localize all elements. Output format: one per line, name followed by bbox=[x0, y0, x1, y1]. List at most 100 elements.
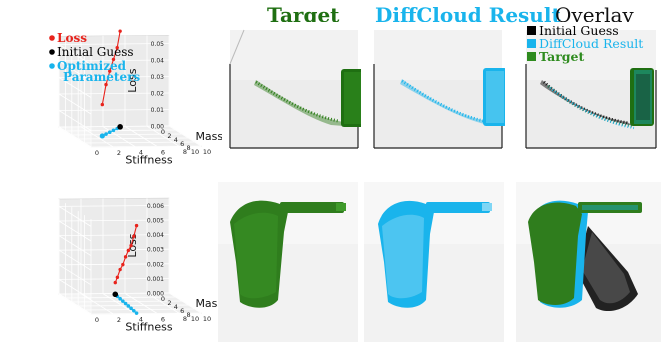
overlay-legend: Initial Guess DiffCloud Result Target bbox=[527, 24, 643, 63]
legend-label: Initial Guess bbox=[57, 45, 134, 59]
mass-tick-label: 2 bbox=[167, 299, 171, 307]
grid-line bbox=[58, 205, 170, 207]
loss-point bbox=[113, 280, 117, 285]
grid-line bbox=[58, 92, 170, 95]
grid-line bbox=[102, 126, 136, 147]
legend-label: Loss bbox=[57, 31, 87, 45]
optimized-parameters-point bbox=[111, 128, 116, 133]
stiffness-tick-label: 6 bbox=[161, 315, 165, 323]
loss-line bbox=[101, 31, 121, 105]
grid-line bbox=[58, 219, 170, 222]
mass-tick-label: 8 bbox=[187, 144, 191, 152]
grid-line bbox=[84, 308, 195, 311]
loss-chart-top: 0.000.010.020.030.040.050 2 4 6 8 100 2 4 6 8 10Ma… bbox=[49, 29, 222, 167]
mass-tick-label: 6 bbox=[180, 307, 184, 315]
legend-label-line: Optimized bbox=[57, 59, 127, 73]
loss-axis-label: Loss bbox=[126, 68, 139, 92]
initial-guess-point bbox=[112, 291, 119, 298]
loss-tick-label: 0.000 bbox=[147, 291, 164, 298]
top-target-render bbox=[226, 22, 361, 152]
grid-line bbox=[71, 133, 182, 136]
optimized-parameters-point bbox=[126, 304, 131, 308]
loss-point bbox=[100, 102, 105, 107]
top-result-render bbox=[370, 22, 505, 152]
legend-label-diffcloud-result: DiffCloud Result bbox=[539, 36, 644, 51]
legend-label-line: Parameters bbox=[63, 70, 140, 84]
grid-line bbox=[80, 126, 114, 148]
grid-line bbox=[58, 234, 170, 236]
bottom-target-render bbox=[218, 182, 358, 342]
grid-line bbox=[58, 279, 92, 300]
grid-line bbox=[146, 292, 180, 314]
grid-line bbox=[78, 137, 189, 140]
mass-tick-label: 0 bbox=[161, 295, 165, 303]
loss-point bbox=[118, 29, 122, 33]
loss-tick-label: 0.006 bbox=[147, 203, 164, 210]
mass-tick-label: 2 bbox=[167, 132, 171, 140]
loss-point bbox=[132, 234, 136, 239]
stiffness-tick-label: 6 bbox=[161, 148, 165, 156]
loss-point bbox=[115, 275, 120, 280]
legend-label-target: Target bbox=[539, 49, 585, 64]
grid-line bbox=[58, 77, 92, 98]
loss-tick-label: 0.004 bbox=[147, 232, 164, 239]
loss-tick-label: 0.001 bbox=[147, 276, 164, 283]
grid-line bbox=[58, 60, 92, 82]
stiffness-tick-label: 2 bbox=[117, 316, 121, 324]
legend-swatch bbox=[527, 39, 536, 48]
loss-tick-label: 0.04 bbox=[151, 58, 165, 65]
stiffness-tick-label: 10 bbox=[203, 148, 211, 156]
loss-point bbox=[115, 45, 119, 50]
grid-line bbox=[78, 304, 189, 307]
optimized-parameters-point bbox=[118, 296, 122, 301]
loss-point bbox=[108, 69, 112, 73]
optimized-parameters-point bbox=[134, 311, 139, 315]
grid-line bbox=[71, 300, 182, 303]
grid-line bbox=[58, 93, 92, 115]
loss-point bbox=[111, 57, 116, 62]
mass-tick-label: 8 bbox=[187, 311, 191, 319]
optimized-parameters-point bbox=[132, 308, 136, 313]
loss-point bbox=[118, 267, 122, 272]
mass-axis-label: Mass bbox=[195, 297, 222, 310]
loss-point bbox=[121, 262, 125, 267]
loss-tick-label: 0.03 bbox=[151, 74, 165, 81]
mass-tick-label: 10 bbox=[191, 315, 199, 323]
stiffness-axis-label: Stiffness bbox=[125, 321, 172, 334]
legend-marker bbox=[49, 63, 55, 69]
grid-line bbox=[58, 278, 170, 280]
legend-marker bbox=[49, 49, 55, 55]
grid-line bbox=[58, 206, 92, 227]
mass-tick-label: 4 bbox=[174, 303, 178, 311]
legend-swatch bbox=[527, 52, 536, 61]
mass-tick-label: 0 bbox=[161, 128, 165, 136]
loss-tick-label: 0.02 bbox=[151, 91, 165, 98]
grid-line bbox=[58, 263, 170, 266]
loss-tick-label: 0.003 bbox=[147, 247, 164, 254]
stiffness-tick-label: 10 bbox=[203, 315, 211, 323]
loss-tick-label: 0.005 bbox=[147, 218, 164, 225]
mass-tick-label: 10 bbox=[191, 148, 199, 156]
grid-line bbox=[102, 293, 136, 314]
overlay-legend-item: DiffCloud Result bbox=[527, 37, 643, 50]
stiffness-axis-label: Stiffness bbox=[125, 154, 172, 167]
grid-line bbox=[146, 125, 180, 147]
optimized-parameters-point bbox=[129, 306, 133, 311]
stiffness-tick-label: 8 bbox=[183, 315, 187, 323]
grid-line bbox=[58, 44, 92, 65]
grid-line bbox=[124, 293, 158, 314]
grid-line bbox=[90, 145, 202, 148]
loss-point bbox=[126, 248, 131, 253]
mass-tick-label: 6 bbox=[180, 140, 184, 148]
grid-line bbox=[84, 141, 195, 144]
grid-line bbox=[90, 312, 202, 315]
stiffness-tick-label: 8 bbox=[183, 148, 187, 156]
loss-tick-label: 0.002 bbox=[147, 261, 164, 268]
loss-point bbox=[123, 255, 128, 259]
loss-point bbox=[129, 243, 133, 248]
stiffness-tick-label: 4 bbox=[139, 149, 143, 157]
grid-line bbox=[58, 220, 92, 242]
